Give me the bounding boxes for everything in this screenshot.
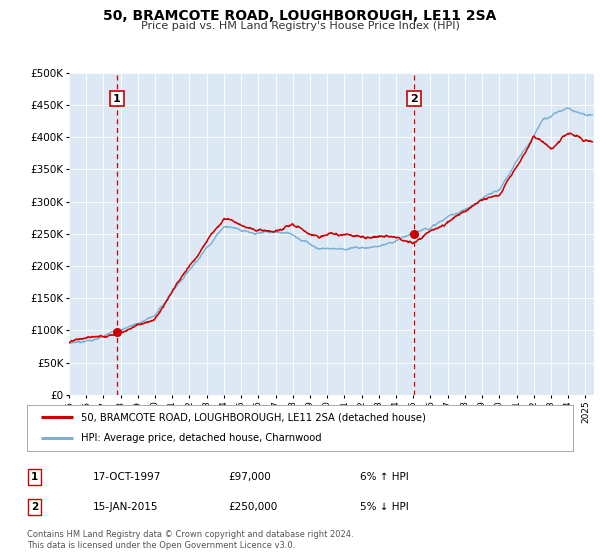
Text: 50, BRAMCOTE ROAD, LOUGHBOROUGH, LE11 2SA (detached house): 50, BRAMCOTE ROAD, LOUGHBOROUGH, LE11 2S… (80, 412, 425, 422)
Text: 17-OCT-1997: 17-OCT-1997 (93, 472, 161, 482)
Text: 1: 1 (31, 472, 38, 482)
Text: HPI: Average price, detached house, Charnwood: HPI: Average price, detached house, Char… (80, 433, 321, 444)
Text: 2: 2 (410, 94, 418, 104)
Text: £97,000: £97,000 (228, 472, 271, 482)
Text: 15-JAN-2015: 15-JAN-2015 (93, 502, 158, 512)
Text: 50, BRAMCOTE ROAD, LOUGHBOROUGH, LE11 2SA: 50, BRAMCOTE ROAD, LOUGHBOROUGH, LE11 2S… (103, 9, 497, 23)
Text: 5% ↓ HPI: 5% ↓ HPI (360, 502, 409, 512)
Text: 1: 1 (113, 94, 121, 104)
Text: Contains HM Land Registry data © Crown copyright and database right 2024.: Contains HM Land Registry data © Crown c… (27, 530, 353, 539)
Text: Price paid vs. HM Land Registry's House Price Index (HPI): Price paid vs. HM Land Registry's House … (140, 21, 460, 31)
Text: This data is licensed under the Open Government Licence v3.0.: This data is licensed under the Open Gov… (27, 542, 295, 550)
Text: £250,000: £250,000 (228, 502, 277, 512)
Text: 6% ↑ HPI: 6% ↑ HPI (360, 472, 409, 482)
Text: 2: 2 (31, 502, 38, 512)
